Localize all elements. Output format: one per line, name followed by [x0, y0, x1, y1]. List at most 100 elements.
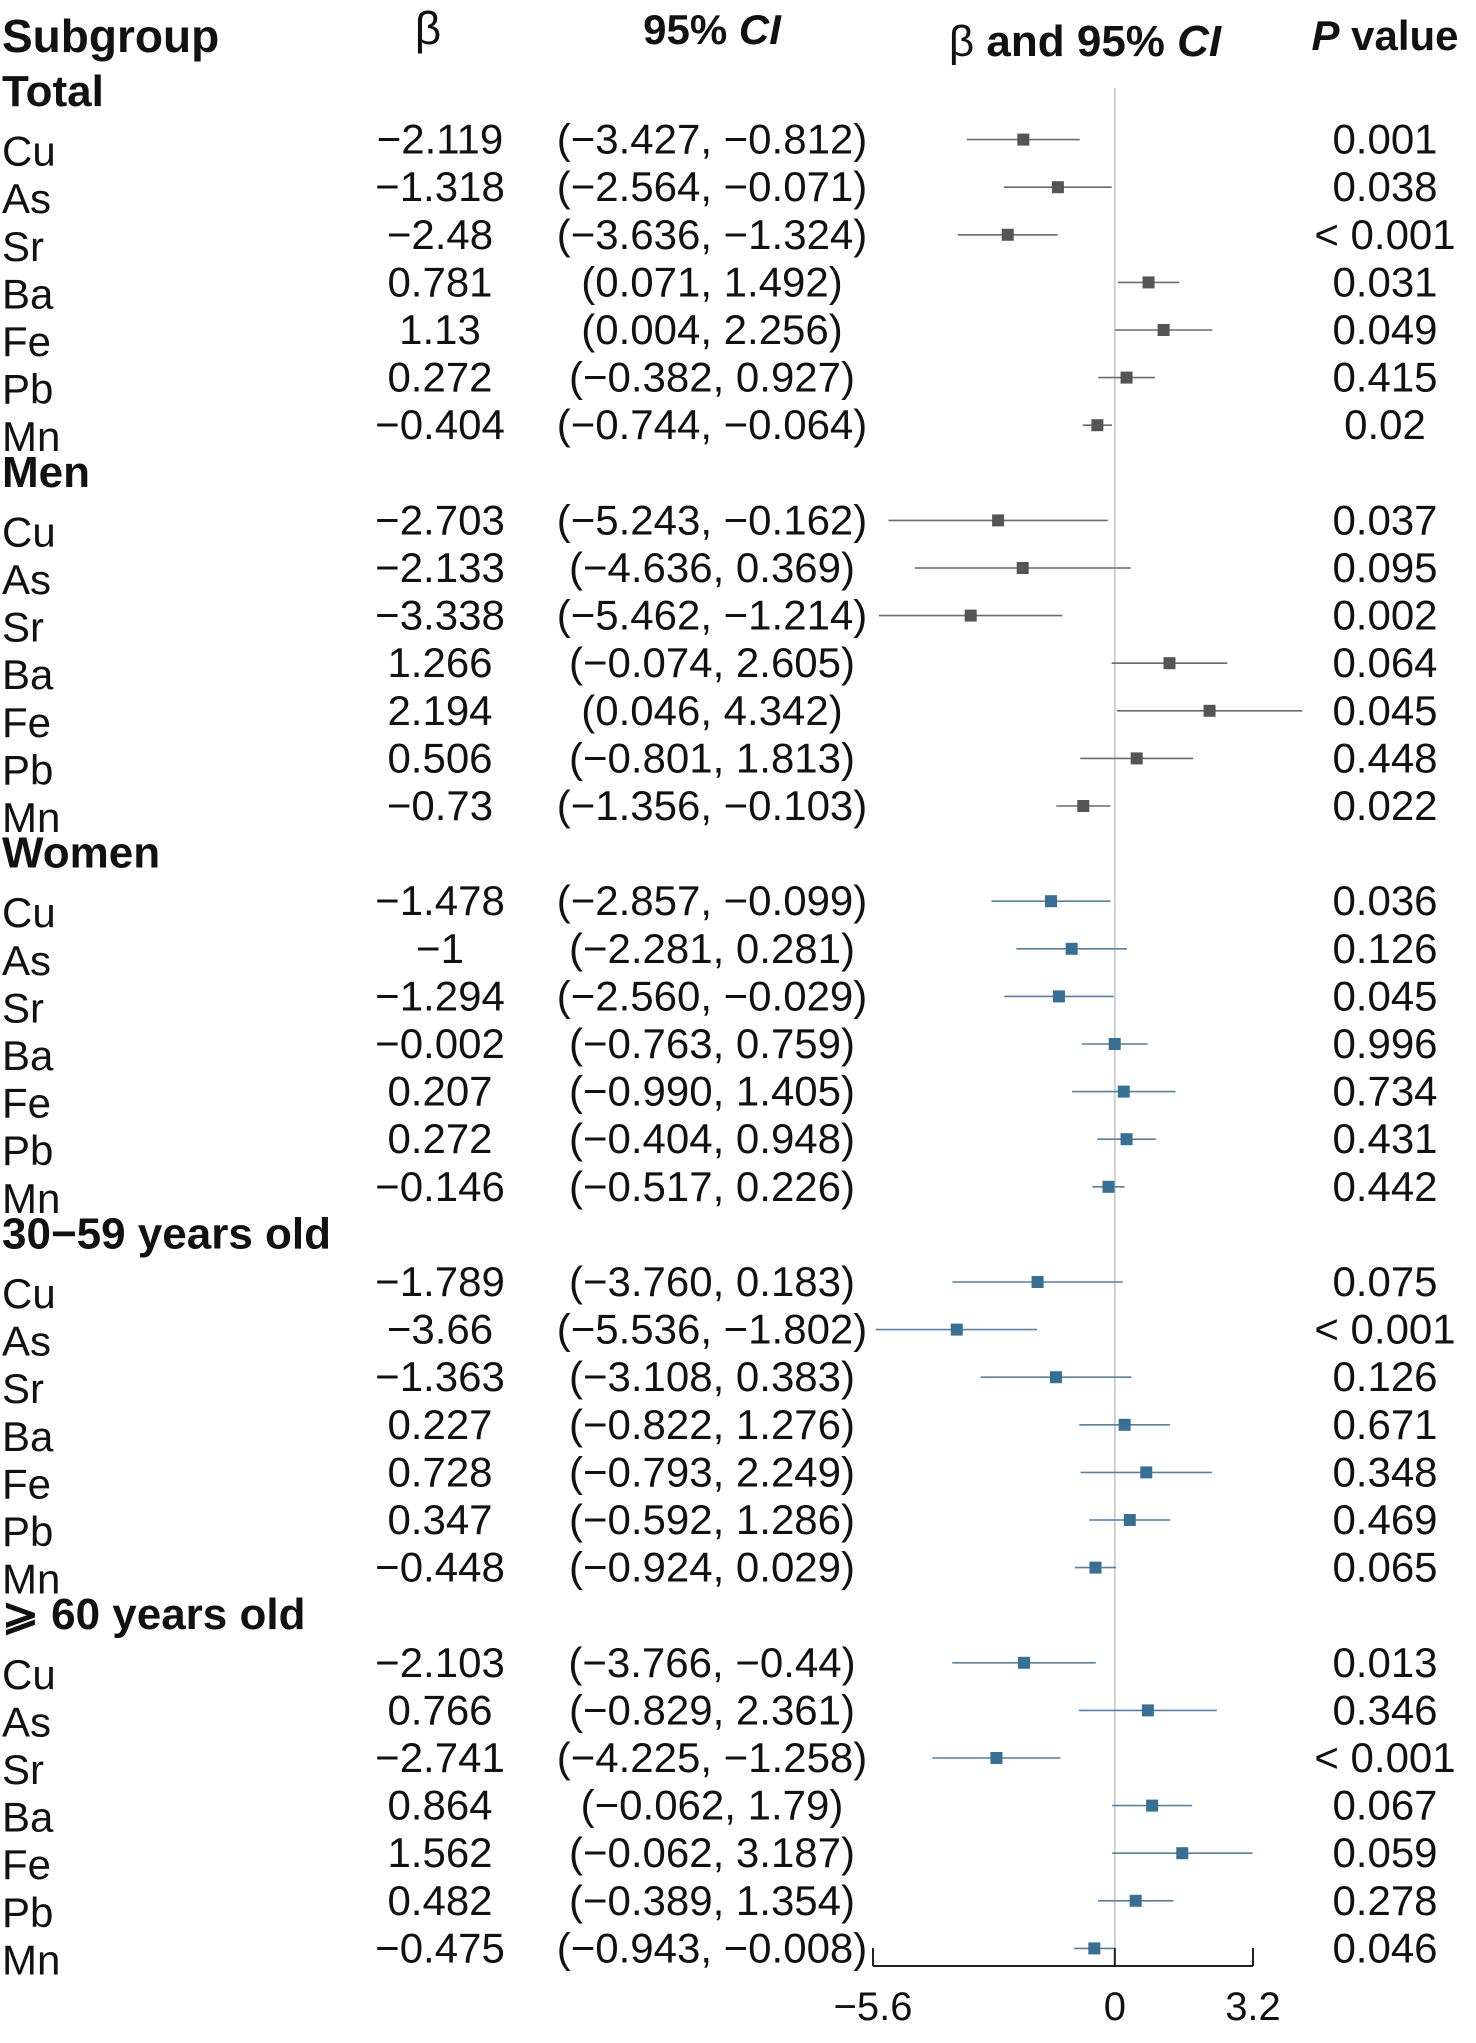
data-row: Fe 0.728 (−0.793, 2.249) 0.348 [2, 1448, 1438, 1507]
point-estimate [1130, 752, 1143, 765]
ci-value: (−4.225, −1.258) [557, 1734, 868, 1781]
ci-value: (−0.389, 1.354) [569, 1877, 855, 1924]
data-row: Mn −0.475 (−0.943, −0.008) 0.046 [2, 1924, 1438, 1983]
data-row: Pb 0.506 (−0.801, 1.813) 0.448 [2, 734, 1438, 793]
point-estimate [1044, 895, 1057, 908]
beta-value: −2.48 [387, 211, 493, 258]
point-estimate [1065, 942, 1078, 955]
p-value: < 0.001 [1314, 1734, 1455, 1781]
beta-value: −2.119 [377, 116, 504, 163]
point-estimate [1108, 1038, 1121, 1050]
data-row: Ba 1.266 (−0.074, 2.605) 0.064 [2, 639, 1438, 698]
p-value: 0.013 [1332, 1639, 1437, 1686]
data-row: Ba 0.781 (0.071, 1.492) 0.031 [2, 258, 1438, 317]
data-row: Cu −2.103 (−3.766, −0.44) 0.013 [2, 1639, 1438, 1698]
subgroup-2: Women Cu −1.478 (−2.857, −0.099) 0.036 As −1 (−… [2, 829, 1438, 1222]
ci-value: (−3.427, −0.812) [557, 116, 868, 163]
p-value: < 0.001 [1314, 211, 1455, 258]
point-estimate [1120, 371, 1133, 384]
data-row: Ba 0.864 (−0.062, 1.79) 0.067 [2, 1782, 1438, 1841]
ci-value: (0.046, 4.342) [581, 687, 843, 734]
row-label: As [2, 1318, 51, 1365]
point-estimate [1051, 181, 1064, 194]
p-value: 0.065 [1332, 1544, 1437, 1591]
row-label: Sr [2, 1746, 44, 1793]
beta-value: 1.562 [387, 1829, 492, 1876]
subgroup-1: Men Cu −2.703 (−5.243, −0.162) 0.037 As −2.133… [2, 448, 1438, 841]
beta-value: −0.448 [375, 1544, 505, 1591]
subgroup-3: 30−59 years old Cu −1.789 (−3.760, 0.183) 0.… [2, 1209, 1456, 1602]
ci-value: (−0.517, 0.226) [569, 1163, 855, 1210]
beta-value: −3.338 [375, 592, 505, 639]
row-label: Fe [2, 1460, 51, 1507]
beta-value: −0.73 [387, 782, 493, 829]
point-estimate [990, 1752, 1003, 1764]
data-row: Cu −1.789 (−3.760, 0.183) 0.075 [2, 1258, 1438, 1317]
p-value: 0.346 [1332, 1686, 1437, 1733]
row-label: Mn [2, 1175, 60, 1222]
header-subgroup: Subgroup [2, 10, 219, 62]
x-axis: −5.6 0 3.2 [834, 1948, 1281, 2029]
point-estimate [1142, 276, 1155, 289]
ci-value: (−2.560, −0.029) [557, 972, 868, 1019]
p-value: 0.126 [1332, 1353, 1437, 1400]
row-label: Pb [2, 1508, 53, 1555]
beta-value: −2.741 [375, 1734, 505, 1781]
row-label: Cu [2, 1651, 56, 1698]
beta-value: 0.272 [387, 1115, 492, 1162]
ci-value: (0.004, 2.256) [581, 306, 843, 353]
ci-value: (−3.108, 0.383) [569, 1353, 855, 1400]
p-value: 0.037 [1332, 496, 1437, 543]
data-row: Mn −0.448 (−0.924, 0.029) 0.065 [2, 1544, 1438, 1603]
data-row: Fe 2.194 (0.046, 4.342) 0.045 [2, 687, 1438, 746]
beta-value: −1.318 [375, 163, 505, 210]
point-estimate [1176, 1847, 1189, 1860]
data-row: Cu −2.703 (−5.243, −0.162) 0.037 [2, 496, 1438, 555]
p-value: 0.278 [1332, 1877, 1437, 1924]
axis-tick-label: 0 [1104, 1985, 1126, 2029]
point-estimate [1031, 1276, 1044, 1288]
data-row: As −1.318 (−2.564, −0.071) 0.038 [2, 163, 1438, 222]
p-value: 0.045 [1332, 687, 1437, 734]
ci-value: (−0.074, 2.605) [569, 639, 855, 686]
p-value: 0.095 [1332, 544, 1437, 591]
row-label: Cu [2, 508, 56, 555]
ci-value: (−0.801, 1.813) [569, 734, 855, 781]
row-label: Ba [2, 651, 54, 698]
data-row: As −3.66 (−5.536, −1.802) < 0.001 [2, 1306, 1456, 1365]
row-label: Ba [2, 1032, 54, 1079]
p-value: 0.996 [1332, 1020, 1437, 1067]
p-value: 0.031 [1332, 258, 1437, 305]
point-estimate [1077, 800, 1090, 812]
beta-value: 1.266 [387, 639, 492, 686]
ci-value: (−2.857, −0.099) [557, 877, 868, 924]
data-row: As −1 (−2.281, 0.281) 0.126 [2, 925, 1438, 984]
p-value: 0.442 [1332, 1163, 1437, 1210]
beta-value: 0.482 [387, 1877, 492, 1924]
p-value: 0.022 [1332, 782, 1437, 829]
beta-value: −1.478 [375, 877, 505, 924]
data-row: Sr −2.48 (−3.636, −1.324) < 0.001 [2, 211, 1456, 270]
header-p-italic: P [1311, 12, 1340, 59]
beta-value: −2.133 [375, 544, 505, 591]
column-headers: Subgroup β 95% CI β and 95% CI P value [2, 2, 1459, 66]
data-row: Fe 1.562 (−0.062, 3.187) 0.059 [2, 1829, 1438, 1888]
p-value: 0.448 [1332, 734, 1437, 781]
beta-value: 2.194 [387, 687, 492, 734]
header-plot: β and 95% CI [949, 17, 1222, 66]
beta-value: 0.728 [387, 1448, 492, 1495]
data-row: Mn −0.146 (−0.517, 0.226) 0.442 [2, 1163, 1438, 1222]
point-estimate [1146, 1799, 1159, 1812]
ci-value: (−0.943, −0.008) [557, 1924, 868, 1971]
p-value: 0.045 [1332, 972, 1437, 1019]
ci-value: (−5.462, −1.214) [557, 592, 868, 639]
axis-tick-label: 3.2 [1225, 1985, 1281, 2029]
p-value: 0.431 [1332, 1115, 1437, 1162]
point-estimate [1157, 324, 1170, 336]
row-label: Pb [2, 1889, 53, 1936]
p-value: 0.469 [1332, 1496, 1437, 1543]
ci-value: (−3.636, −1.324) [557, 211, 868, 258]
row-label: Sr [2, 1365, 44, 1412]
ci-value: (−1.356, −0.103) [557, 782, 868, 829]
row-label: Mn [2, 413, 60, 460]
